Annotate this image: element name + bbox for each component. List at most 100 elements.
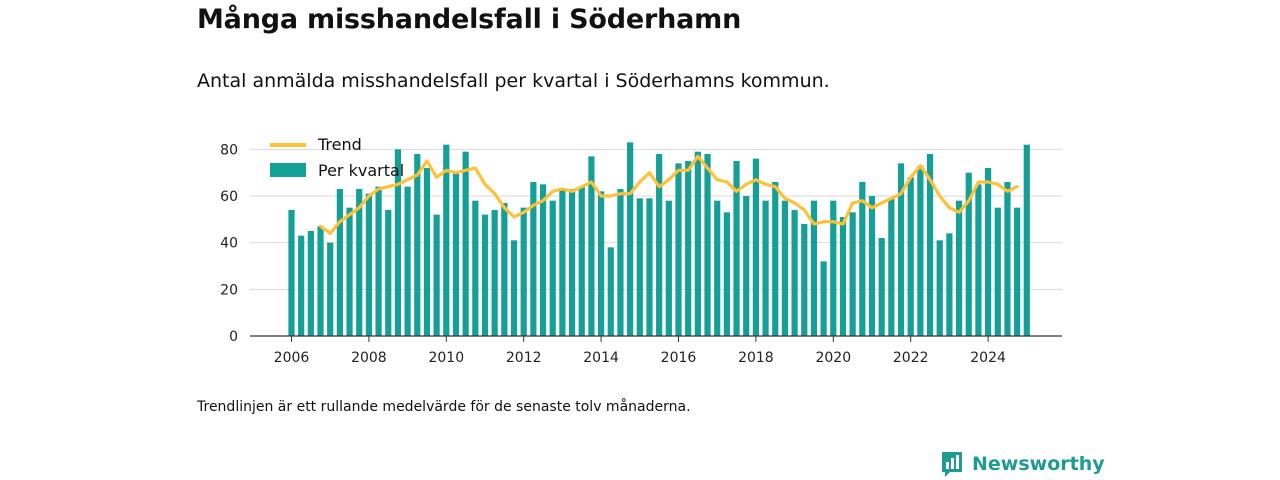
bar — [414, 154, 421, 336]
bar — [549, 200, 556, 336]
y-tick-label: 40 — [220, 236, 238, 252]
bar — [810, 200, 818, 336]
bar — [385, 210, 392, 336]
bar — [510, 240, 518, 336]
bar — [830, 200, 837, 336]
bar — [888, 198, 895, 336]
bar — [433, 214, 440, 336]
x-tick-label: 2024 — [970, 350, 1006, 366]
bar — [539, 184, 547, 336]
newsworthy-icon — [942, 452, 962, 477]
x-tick-label: 2020 — [815, 350, 851, 366]
bar — [559, 189, 566, 336]
bar — [733, 161, 740, 336]
bar — [975, 184, 982, 336]
bar — [530, 182, 537, 336]
bar — [694, 151, 701, 336]
bar — [868, 196, 876, 336]
bar — [1014, 207, 1021, 336]
bar — [752, 158, 759, 336]
bar — [607, 247, 614, 336]
bar — [452, 172, 460, 336]
chart-title: Många misshandelsfall i Söderhamn — [197, 4, 742, 35]
bar — [917, 165, 924, 336]
bar — [859, 182, 866, 336]
bar — [404, 186, 411, 336]
bar — [723, 212, 730, 336]
bar — [743, 196, 750, 336]
bar — [897, 163, 905, 336]
bar — [365, 193, 372, 336]
bar — [936, 240, 943, 336]
bar — [375, 186, 382, 336]
brand-logo: Newsworthy — [940, 450, 1105, 478]
bar — [588, 156, 595, 336]
bar — [520, 207, 527, 336]
bar — [646, 198, 653, 336]
bar — [481, 214, 489, 336]
bar — [598, 191, 605, 336]
trend-line — [318, 154, 1019, 235]
x-tick-label: 2016 — [661, 350, 697, 366]
bar — [878, 238, 885, 336]
legend-trend-label: Trend — [317, 135, 362, 154]
brand-name: Newsworthy — [972, 453, 1105, 475]
bar — [288, 210, 295, 336]
bar — [568, 189, 576, 336]
bar — [926, 154, 934, 336]
bar — [394, 149, 402, 336]
bar — [578, 186, 585, 336]
bar — [955, 200, 963, 336]
bar — [985, 168, 992, 336]
bar — [675, 163, 682, 336]
x-tick-label: 2010 — [428, 350, 464, 366]
y-tick-label: 60 — [220, 189, 238, 205]
bar — [346, 207, 353, 336]
y-tick-label: 20 — [220, 282, 238, 298]
bar — [714, 200, 721, 336]
bar — [336, 189, 343, 336]
bar — [491, 210, 498, 336]
bar — [781, 200, 789, 336]
x-tick-label: 2022 — [893, 350, 929, 366]
bar — [423, 168, 431, 336]
bar — [965, 172, 972, 336]
bar — [772, 182, 779, 336]
chart-subtitle: Antal anmälda misshandelsfall per kvarta… — [197, 70, 830, 92]
bar-series — [288, 142, 1030, 336]
bar — [907, 177, 914, 336]
bar — [307, 231, 314, 336]
y-tick-label: 80 — [220, 142, 238, 158]
bar — [801, 224, 808, 336]
bar — [501, 203, 508, 336]
axes: 0 20 40 60 80 2006 2008 2010 2012 2014 2016 2018 202… — [220, 142, 1062, 366]
bar — [627, 142, 634, 336]
x-tick-label: 2014 — [583, 350, 619, 366]
x-tick-label: 2018 — [738, 350, 774, 366]
bar — [849, 212, 856, 336]
bar — [1004, 182, 1011, 336]
bar — [791, 210, 798, 336]
x-tick-label: 2006 — [274, 350, 310, 366]
x-tick-label: 2008 — [351, 350, 387, 366]
bar — [443, 144, 450, 336]
bar — [317, 226, 324, 336]
bar — [636, 198, 643, 336]
x-tick-label: 2012 — [506, 350, 542, 366]
bar — [617, 189, 624, 336]
legend: Trend Per kvartal — [270, 135, 404, 180]
trend-series — [318, 154, 1019, 235]
bar — [298, 235, 305, 336]
y-tick-label: 0 — [229, 329, 238, 345]
bar — [704, 154, 711, 336]
footnote: Trendlinjen är ett rullande medelvärde f… — [197, 399, 691, 415]
bar — [665, 200, 672, 336]
bar — [839, 217, 847, 336]
bar — [327, 242, 334, 336]
bar — [472, 200, 479, 336]
bar — [462, 151, 469, 336]
bar — [820, 261, 827, 336]
bar — [1023, 144, 1030, 336]
bar — [994, 207, 1001, 336]
